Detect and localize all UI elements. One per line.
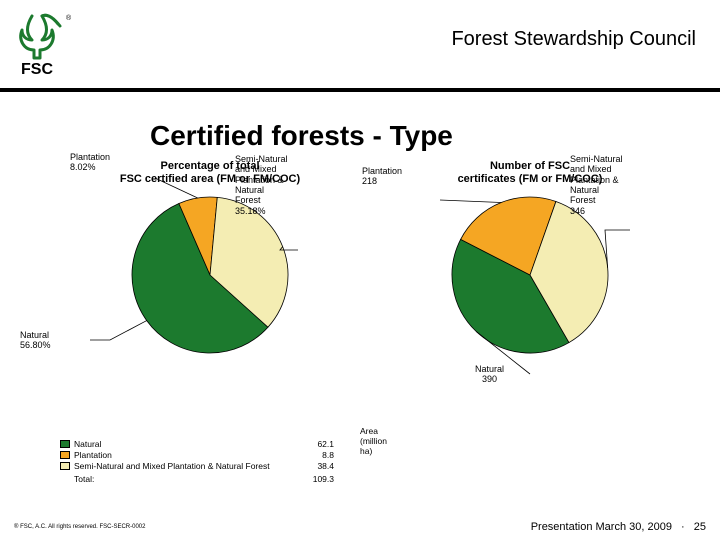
page-number: 25 <box>694 521 706 533</box>
presentation-info: Presentation March 30, 2009 · 25 <box>531 521 706 533</box>
presentation-date: Presentation March 30, 2009 <box>531 521 672 533</box>
legend-row: Natural62.1 <box>60 438 334 449</box>
slide-title: Certified forests - Type <box>150 120 453 152</box>
footer: ® FSC, A.C. All rights reserved. FSC-SEC… <box>0 514 720 540</box>
legend-value: 38.4 <box>294 461 334 471</box>
page-sep: · <box>681 521 685 533</box>
legend-area-header: Area (million ha) <box>360 426 387 456</box>
legend-total-label: Total: <box>74 474 294 484</box>
legend-value: 62.1 <box>294 439 334 449</box>
legend-total-row: Total: 109.3 <box>60 473 334 484</box>
org-title: Forest Stewardship Council <box>451 28 696 51</box>
chart-right: Number of FSC certificates (FM or FM/COC… <box>380 160 680 400</box>
legend-row: Semi-Natural and Mixed Plantation & Natu… <box>60 460 334 471</box>
callout-plantation: Plantation218 <box>362 166 402 187</box>
callout-mixed: Semi-Natural and Mixed Plantation & Natu… <box>235 154 288 216</box>
copyright: ® FSC, A.C. All rights reserved. FSC-SEC… <box>14 524 145 530</box>
header: FSC ® Forest Stewardship Council <box>0 0 720 92</box>
callout-natural: Natural56.80% <box>20 330 51 351</box>
legend-row: Plantation8.8 <box>60 449 334 460</box>
legend-table: Area (million ha) Natural62.1Plantation8… <box>60 438 334 484</box>
legend-value: 8.8 <box>294 450 334 460</box>
legend-swatch <box>60 451 70 459</box>
svg-text:®: ® <box>66 14 72 22</box>
callout-plantation: Plantation8.02% <box>70 152 110 173</box>
callout-mixed: Semi-Natural and Mixed Plantation & Natu… <box>570 154 623 216</box>
legend-name: Natural <box>74 439 294 449</box>
legend-total-value: 109.3 <box>294 474 334 484</box>
fsc-logo: FSC ® <box>12 10 72 80</box>
legend-swatch <box>60 462 70 470</box>
legend-name: Plantation <box>74 450 294 460</box>
chart-left: Percentage of total FSC certified area (… <box>60 160 360 400</box>
legend-name: Semi-Natural and Mixed Plantation & Natu… <box>74 461 294 471</box>
charts-area: Percentage of total FSC certified area (… <box>60 160 680 440</box>
callout-natural: Natural390 <box>475 364 504 385</box>
chart-right-title: Number of FSC certificates (FM or FM/COC… <box>380 160 680 186</box>
svg-text:FSC: FSC <box>21 61 53 78</box>
legend-swatch <box>60 440 70 448</box>
